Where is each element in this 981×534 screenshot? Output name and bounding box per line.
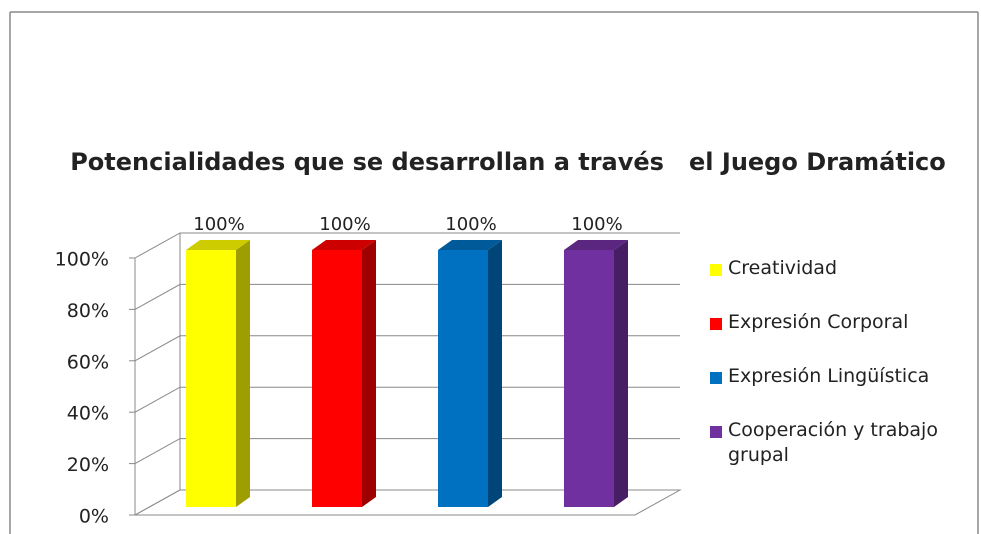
bar-top [186, 240, 250, 250]
y-tick-label: 0% [79, 506, 109, 528]
grid-line [134, 489, 680, 516]
legend-item: Expresión Corporal [710, 310, 972, 335]
data-label: 100% [571, 214, 622, 235]
data-label: 100% [193, 214, 244, 235]
y-tick-label: 40% [67, 403, 109, 425]
legend-swatch [710, 264, 722, 276]
y-tick-label: 60% [67, 351, 109, 373]
bar [312, 250, 362, 507]
y-tick-label: 20% [67, 454, 109, 476]
legend-swatch [710, 426, 722, 438]
legend-swatch [710, 372, 722, 384]
grid-line [134, 283, 680, 310]
grid-line [134, 438, 680, 465]
bar [564, 250, 614, 507]
grid-line [134, 386, 680, 413]
bar-side [236, 240, 250, 507]
y-tick-label: 100% [55, 249, 109, 271]
bar-side [614, 240, 628, 507]
legend-swatch [710, 318, 722, 330]
bar-top [564, 240, 628, 250]
legend: Creatividad Expresión Corporal Expresión L… [710, 256, 972, 497]
bar-top [312, 240, 376, 250]
bar [438, 250, 488, 507]
legend-item: Creatividad [710, 256, 972, 281]
legend-label: Cooperación y trabajo grupal [728, 419, 938, 466]
bar-side [488, 240, 502, 507]
legend-label: Expresión Lingüística [728, 365, 930, 387]
data-label: 100% [445, 214, 496, 235]
data-label: 100% [319, 214, 370, 235]
bar-side [362, 240, 376, 507]
legend-item: Expresión Lingüística [710, 364, 972, 389]
legend-label: Expresión Corporal [728, 311, 909, 333]
grid-line [134, 232, 680, 259]
bar [186, 250, 236, 507]
legend-item: Cooperación y trabajo grupal [710, 418, 972, 468]
chart-title: Potencialidades que se desarrollan a tra… [70, 148, 946, 176]
legend-label: Creatividad [728, 257, 838, 279]
y-tick-label: 80% [67, 300, 109, 322]
bar-top [438, 240, 502, 250]
grid-line [134, 335, 680, 362]
